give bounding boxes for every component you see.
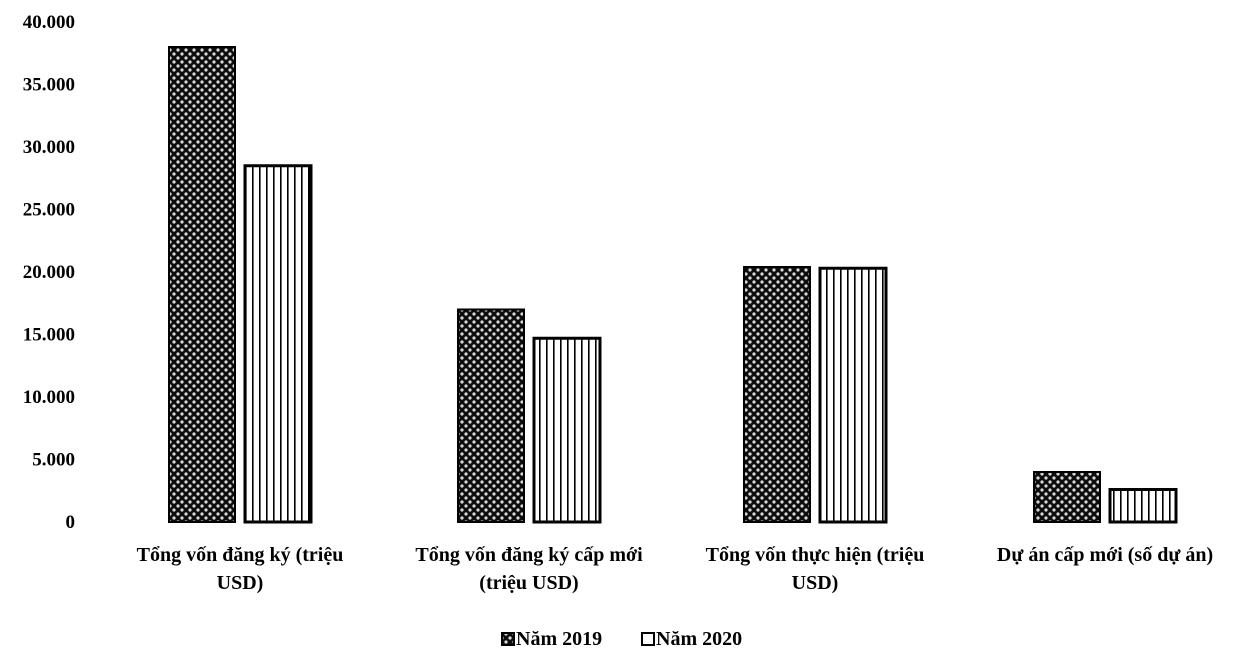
- y-tick-label: 10.000: [23, 387, 75, 408]
- bar-2020-3: [1108, 488, 1178, 524]
- bar-2020-1: [532, 336, 602, 524]
- y-tick-label: 35.000: [23, 75, 75, 96]
- bar-2019-2: [743, 266, 811, 523]
- y-tick-label: 15.000: [23, 325, 75, 346]
- y-tick-label: 5.000: [32, 450, 75, 471]
- bar-2020-0: [243, 164, 313, 524]
- category-label: USD): [792, 572, 839, 594]
- y-tick-label: 40.000: [23, 12, 75, 33]
- category-label: Tổng vốn thực hiện (triệu: [706, 544, 925, 566]
- y-tick-label: 0: [66, 512, 76, 533]
- bar-2019-3: [1033, 471, 1101, 523]
- category-label: Tổng vốn đăng ký cấp mới: [415, 544, 643, 566]
- y-tick-label: 25.000: [23, 200, 75, 221]
- legend-swatch-2019: [501, 632, 515, 646]
- bars-group: [168, 46, 1178, 524]
- category-label: (triệu USD): [479, 572, 578, 594]
- legend-label-2020: Năm 2020: [656, 628, 742, 650]
- category-label: Tổng vốn đăng ký (triệu: [137, 544, 344, 566]
- legend-label-2019: Năm 2019: [516, 628, 602, 650]
- y-tick-label: 30.000: [23, 137, 75, 158]
- legend: Năm 2019 Năm 2020: [501, 628, 742, 650]
- category-label: USD): [217, 572, 264, 594]
- bar-2019-1: [457, 308, 525, 523]
- y-tick-label: 20.000: [23, 262, 75, 283]
- bar-2019-0: [168, 46, 236, 523]
- category-labels: Tổng vốn đăng ký (triệu USD) Tổng vốn đăng…: [137, 544, 1213, 594]
- legend-swatch-2020: [641, 632, 655, 646]
- bar-2020-2: [818, 266, 888, 524]
- category-label: Dự án cấp mới (số dự án): [997, 544, 1213, 566]
- y-axis-ticks: 0 5.000 10.000 15.000 20.000 25.000 30.000 35.0…: [23, 12, 75, 533]
